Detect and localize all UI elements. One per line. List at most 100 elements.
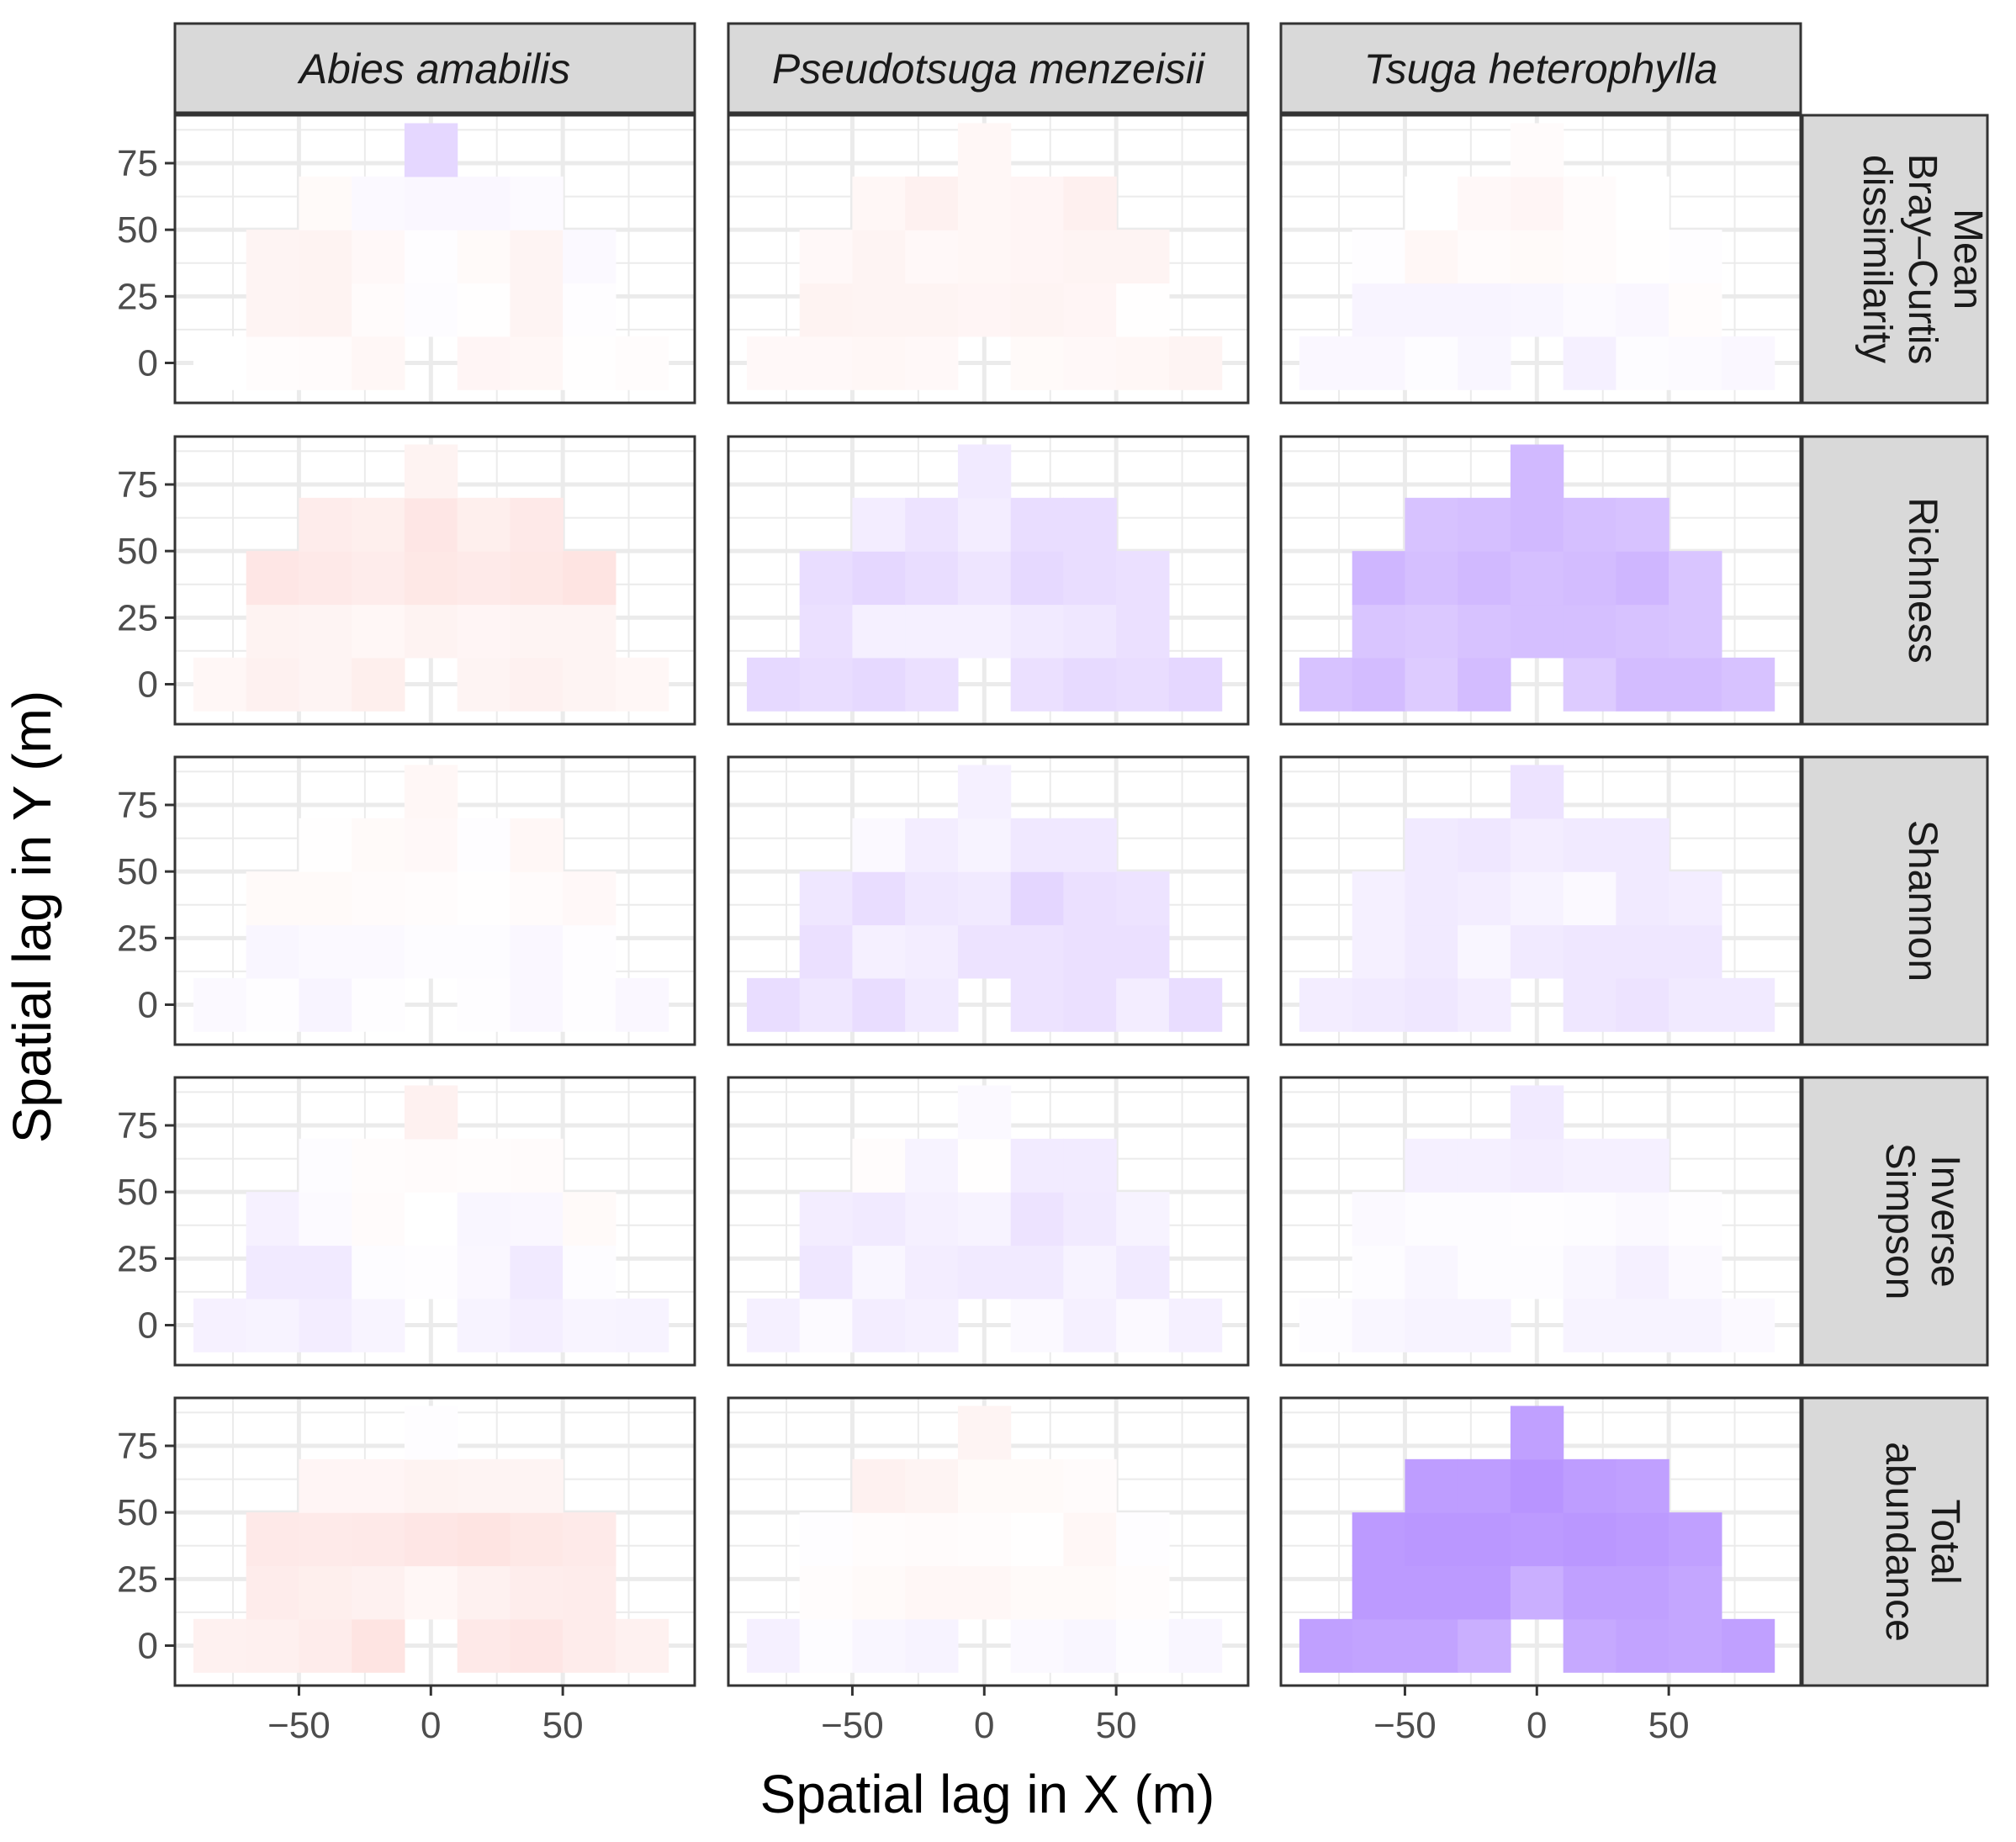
heatmap-cell <box>1510 551 1564 606</box>
heatmap-cell <box>1510 604 1564 659</box>
heatmap-cell <box>352 283 405 337</box>
heatmap-cell <box>957 924 1012 979</box>
heatmap-cell <box>352 871 405 926</box>
heatmap-cell <box>957 604 1012 659</box>
panel-border <box>727 114 1250 405</box>
row-strip <box>1801 114 1989 405</box>
heatmap-cell <box>1010 176 1065 230</box>
heatmap-cell <box>1563 1458 1617 1513</box>
heatmap-cell <box>1352 1245 1406 1299</box>
heatmap-cell <box>299 1618 352 1673</box>
heatmap-panel <box>1279 114 1802 405</box>
heatmap-cell <box>246 977 300 1032</box>
heatmap-cell <box>1010 657 1065 712</box>
row-strip-label: Richness <box>1900 497 1945 663</box>
heatmap-panel <box>173 1396 696 1687</box>
heatmap-cell <box>457 818 511 872</box>
heatmap-cell <box>1405 1245 1458 1299</box>
heatmap-cell <box>1405 1192 1458 1247</box>
column-strip-label: Abies amabilis <box>297 45 570 93</box>
heatmap-cell <box>1063 1512 1117 1567</box>
heatmap-cell <box>193 336 247 390</box>
heatmap-cell <box>510 1298 564 1352</box>
heatmap-cell <box>799 924 854 979</box>
heatmap-cell <box>1168 1618 1223 1673</box>
heatmap-panel <box>173 755 696 1046</box>
heatmap-cell <box>852 283 906 337</box>
heatmap-cell <box>957 1245 1012 1299</box>
heatmap-panel <box>727 755 1250 1046</box>
row-strip-label: Inverse <box>1923 1155 1967 1287</box>
heatmap-cell <box>852 176 906 230</box>
panel-border <box>727 1396 1250 1687</box>
heatmap-cell <box>852 497 906 552</box>
heatmap-cell <box>299 1245 352 1299</box>
heatmap-cell <box>1510 871 1564 926</box>
heatmap-cell <box>1405 336 1458 390</box>
heatmap-cell <box>799 1298 854 1352</box>
heatmap-cell <box>404 1458 458 1513</box>
heatmap-cell <box>1352 1618 1406 1673</box>
heatmap-cell <box>1616 1618 1669 1673</box>
heatmap-cell <box>1405 551 1458 606</box>
heatmap-cell <box>1510 283 1564 337</box>
heatmap-cell <box>246 657 300 712</box>
heatmap-cell <box>1352 1298 1406 1352</box>
heatmap-cell <box>1669 230 1722 284</box>
heatmap-cell <box>905 657 959 712</box>
column-strip <box>173 22 696 114</box>
heatmap-cell <box>1669 657 1722 712</box>
heatmap-cell <box>905 818 959 872</box>
heatmap-cell <box>1063 1192 1117 1247</box>
y-axis-title: Spatial lag in Y (m) <box>2 691 62 1143</box>
heatmap-cell <box>457 336 511 390</box>
heatmap-cell <box>457 1138 511 1193</box>
heatmap-cell <box>1563 977 1617 1032</box>
heatmap-cell <box>905 1512 959 1567</box>
heatmap-cell <box>1116 1618 1170 1673</box>
heatmap-cell <box>852 1618 906 1673</box>
heatmap-cell <box>1669 871 1722 926</box>
heatmap-cell <box>193 657 247 712</box>
heatmap-cell <box>246 604 300 659</box>
heatmap-cell <box>1063 497 1117 552</box>
heatmap-cell <box>1510 123 1564 177</box>
heatmap-cell <box>246 871 300 926</box>
heatmap-cell <box>615 336 669 390</box>
heatmap-cell <box>1563 230 1617 284</box>
heatmap-cell <box>1563 871 1617 926</box>
x-tick-label: 0 <box>421 1705 441 1746</box>
heatmap-cell <box>905 604 959 659</box>
heatmap-cell <box>905 924 959 979</box>
heatmap-cell <box>404 1138 458 1193</box>
heatmap-cell <box>510 283 564 337</box>
panel-border <box>173 114 696 405</box>
heatmap-cell <box>1405 283 1458 337</box>
heatmap-cell <box>1616 1138 1669 1193</box>
heatmap-cell <box>852 1245 906 1299</box>
heatmap-cell <box>510 551 564 606</box>
heatmap-cell <box>1063 1138 1117 1193</box>
heatmap-cell <box>957 283 1012 337</box>
heatmap-cell <box>1458 1512 1511 1567</box>
heatmap-cell <box>746 977 801 1032</box>
heatmap-cell <box>1721 1298 1775 1352</box>
heatmap-cell <box>510 1245 564 1299</box>
heatmap-cell <box>1352 1192 1406 1247</box>
heatmap-cell <box>1299 1618 1353 1673</box>
heatmap-cell <box>457 1192 511 1247</box>
heatmap-cell <box>563 230 616 284</box>
heatmap-cell <box>1616 604 1669 659</box>
heatmap-cell <box>957 1138 1012 1193</box>
heatmap-cell <box>1669 283 1722 337</box>
heatmap-cell <box>1352 1565 1406 1620</box>
heatmap-cell <box>1063 818 1117 872</box>
heatmap-cell <box>1669 1565 1722 1620</box>
heatmap-cell <box>1299 336 1353 390</box>
heatmap-cell <box>1458 336 1511 390</box>
column-strip-label: Pseudotsuga menzeisii <box>772 45 1206 93</box>
heatmap-cell <box>957 1192 1012 1247</box>
heatmap-cell <box>1510 230 1564 284</box>
heatmap-cell <box>1405 924 1458 979</box>
heatmap-cell <box>1458 924 1511 979</box>
